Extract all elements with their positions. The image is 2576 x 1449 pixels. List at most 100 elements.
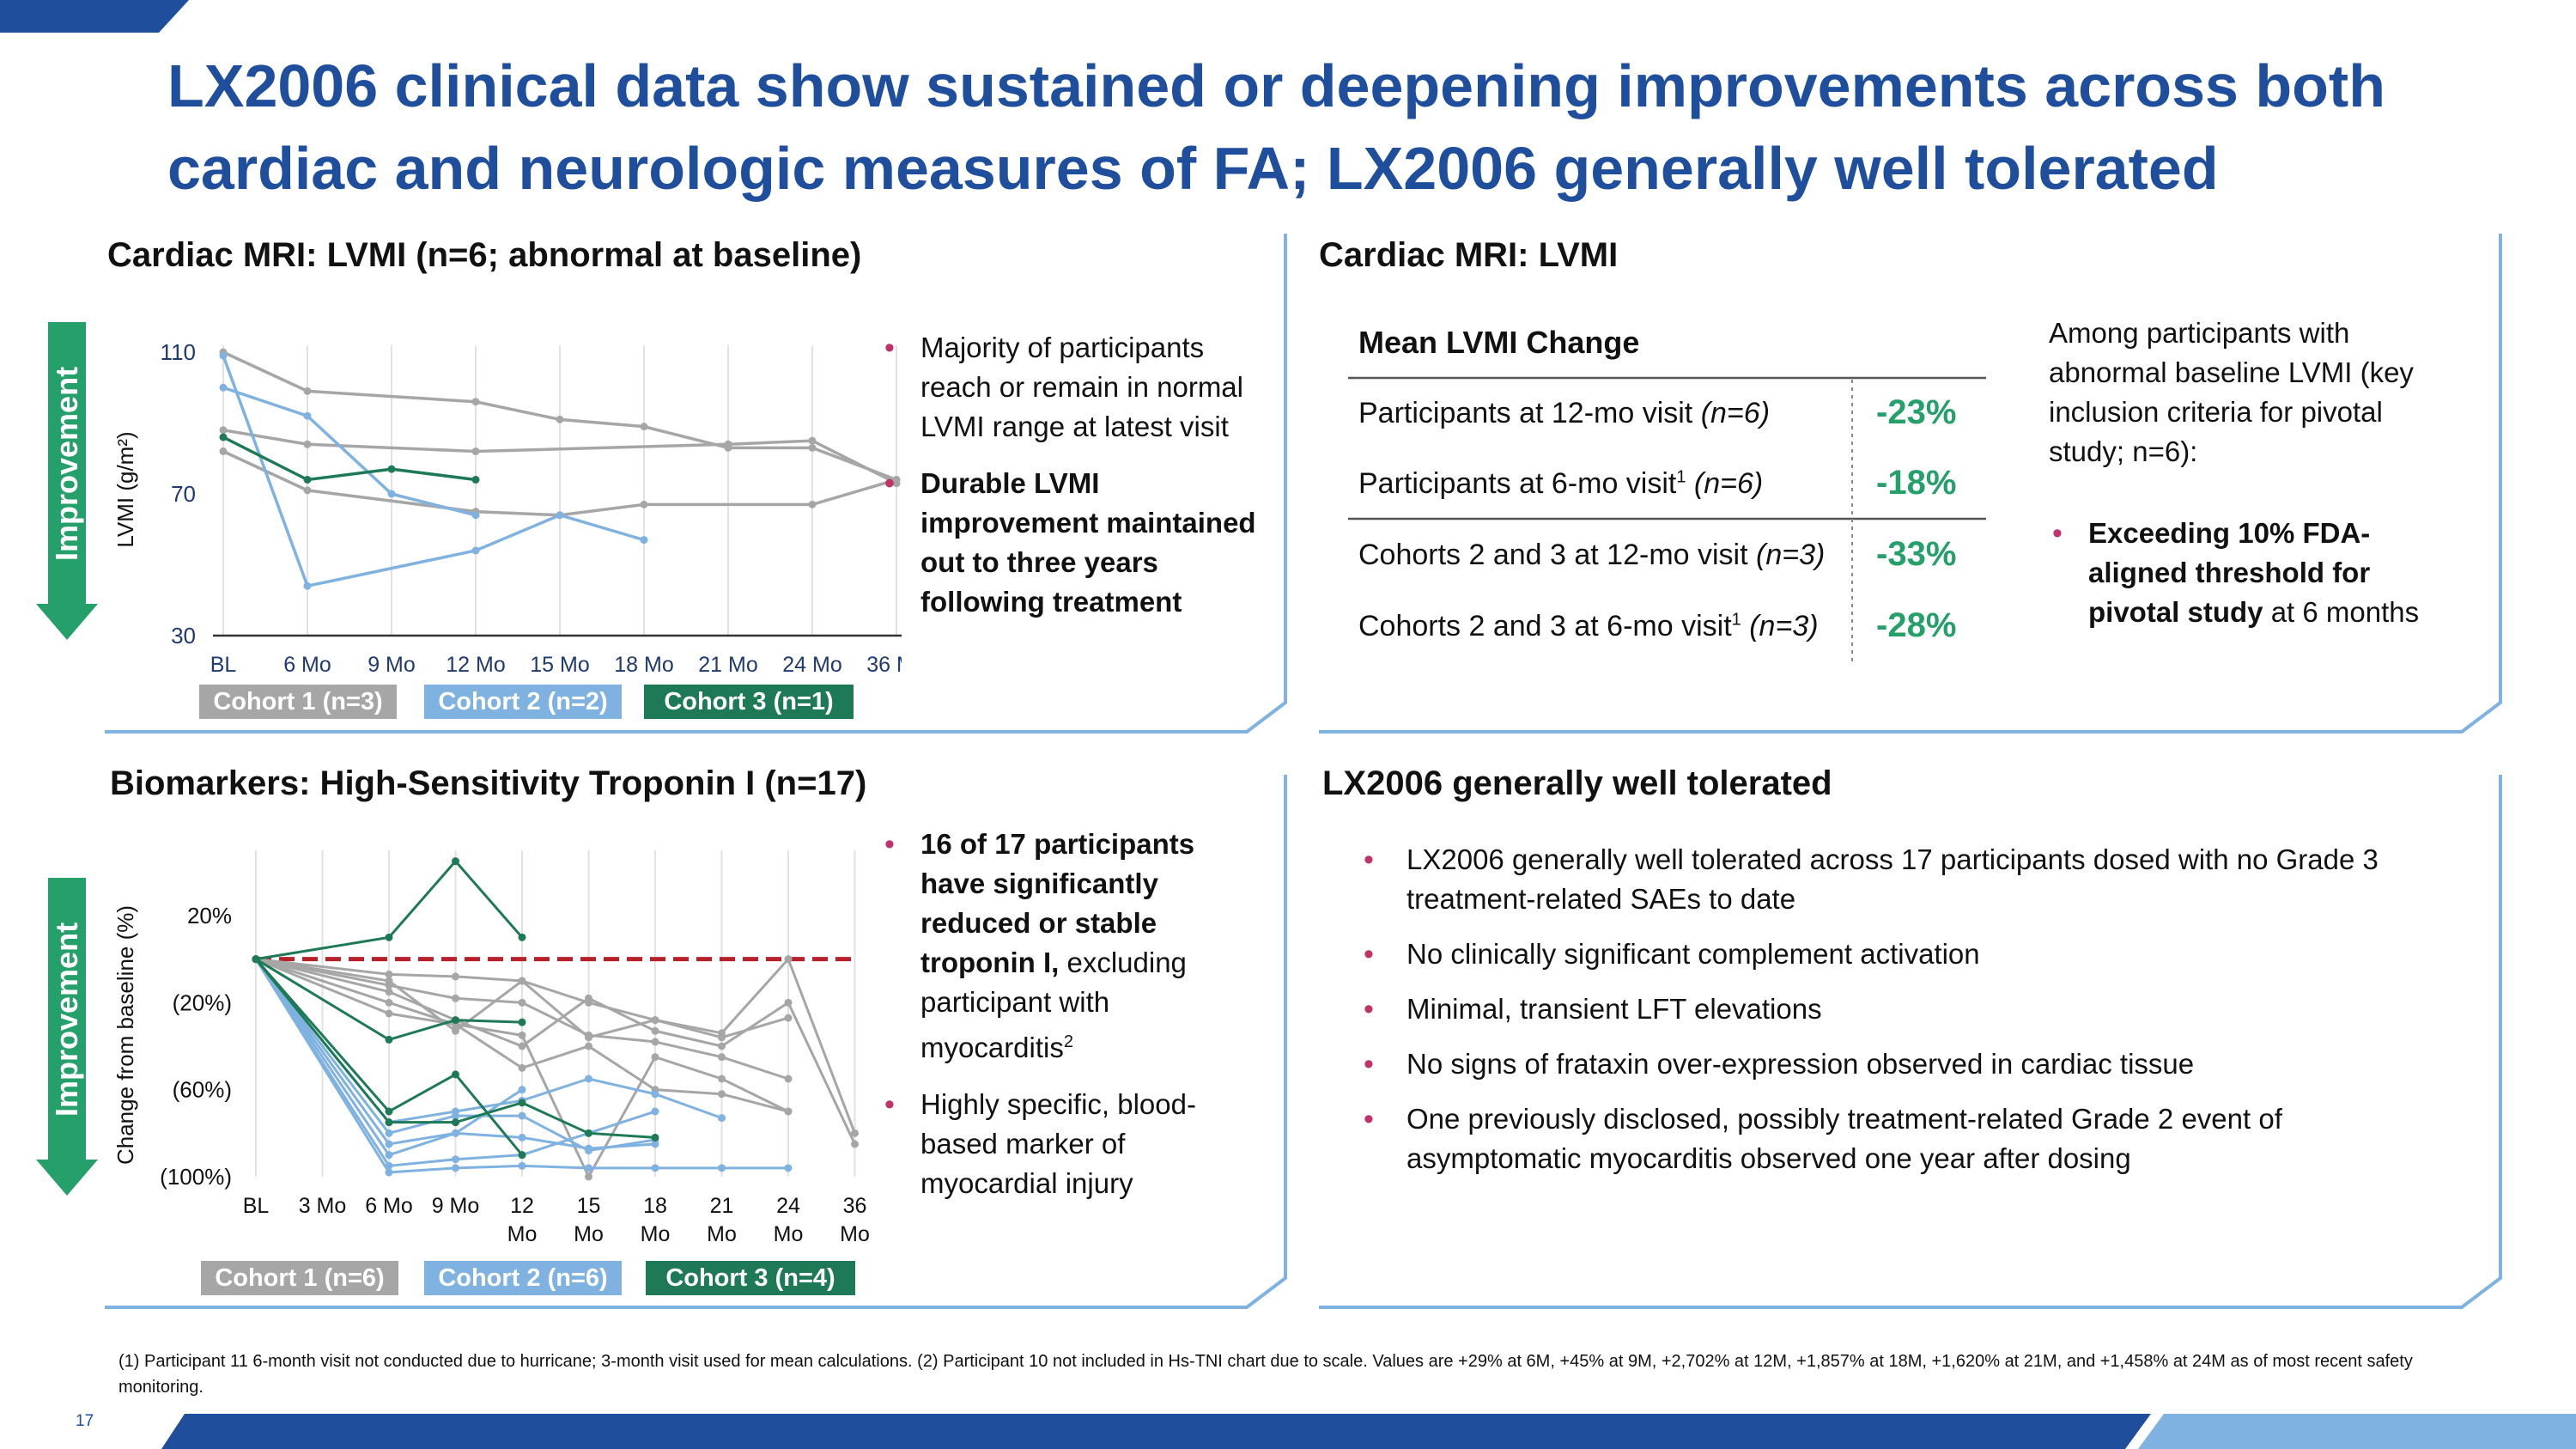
troponin-data-point	[452, 972, 459, 981]
troponin-data-point	[651, 1133, 659, 1142]
troponin-data-point	[385, 1129, 393, 1137]
troponin-data-point	[651, 1038, 659, 1046]
troponin-data-point	[452, 1026, 459, 1035]
troponin-data-point	[651, 1164, 659, 1172]
troponin-data-point	[718, 1053, 726, 1062]
lvmi-series-line	[222, 350, 897, 482]
troponin-x-tick: 18 Mo	[641, 1194, 671, 1246]
lvmi-data-point	[556, 511, 564, 520]
troponin-bullets: 16 of 17 participants have significantly…	[881, 825, 1259, 1221]
mean-lvmi-row-2: Participants at 6-mo visit1 (n=6) -18%	[1358, 464, 1957, 502]
page-number: 17	[76, 1412, 94, 1430]
top-left-accent	[0, 0, 189, 33]
lvmi-bullet-2: Durable LVMI improvement maintained out …	[881, 464, 1259, 622]
safety-bullet: No signs of frataxin over-expression obs…	[1346, 1044, 2463, 1084]
troponin-series-line	[255, 958, 789, 1081]
lvmi-x-tick: 12 Mo	[446, 653, 505, 677]
legend-cohort2-troponin: Cohort 2 (n=6)	[424, 1261, 622, 1295]
troponin-bullet-2: Highly specific, blood-based marker of m…	[881, 1085, 1259, 1203]
troponin-data-point	[784, 1014, 793, 1022]
troponin-x-tick: 12 Mo	[507, 1194, 538, 1246]
safety-bullet: No clinically significant complement act…	[1346, 935, 2463, 974]
lvmi-data-point	[471, 447, 480, 455]
troponin-data-point	[851, 1140, 859, 1148]
lvmi-bullet-1: Majority of participants reach or remain…	[881, 328, 1259, 447]
lvmi-data-point	[219, 447, 228, 455]
troponin-data-point	[518, 1099, 526, 1107]
troponin-data-point	[784, 1107, 793, 1116]
lvmi-data-point	[387, 490, 396, 498]
troponin-data-point	[518, 977, 526, 985]
troponin-series-line	[255, 958, 789, 1039]
troponin-data-point	[784, 955, 793, 964]
mean-lvmi-row-3: Cohorts 2 and 3 at 12-mo visit (n=3) -33…	[1358, 535, 1957, 573]
safety-bullets: LX2006 generally well tolerated across 1…	[1346, 840, 2463, 1194]
lvmi-series-line	[222, 429, 897, 485]
lvmi-data-point	[471, 398, 480, 406]
lvmi-y-tick: 110	[161, 339, 196, 365]
lvmi-data-point	[724, 440, 732, 448]
lvmi-x-tick: BL	[210, 653, 237, 677]
troponin-data-point	[518, 1042, 526, 1050]
lvmi-data-point	[303, 387, 312, 395]
troponin-data-point	[452, 1155, 459, 1164]
troponin-data-point	[651, 1090, 659, 1099]
troponin-series-line	[254, 958, 524, 1156]
troponin-data-point	[585, 1147, 592, 1155]
troponin-data-point	[784, 998, 793, 1007]
troponin-data-point	[851, 1129, 859, 1137]
troponin-data-point	[252, 955, 260, 964]
troponin-x-tick: 24 Mo	[774, 1194, 804, 1246]
mean-lvmi-table-header: Mean LVMI Change	[1358, 325, 1640, 360]
troponin-data-point	[385, 1035, 393, 1044]
page-title: LX2006 clinical data show sustained or d…	[167, 52, 2385, 202]
mean-lvmi-value: -33%	[1876, 535, 1957, 573]
troponin-data-point	[452, 857, 459, 866]
legend-cohort1-troponin: Cohort 1 (n=6)	[201, 1261, 398, 1295]
mean-lvmi-value: -28%	[1876, 606, 1957, 644]
troponin-series-line	[254, 958, 656, 1167]
troponin-data-point	[385, 933, 393, 941]
safety-bullet: Minimal, transient LFT elevations	[1346, 989, 2463, 1029]
lvmi-data-point	[219, 433, 228, 441]
mean-lvmi-value: -18%	[1876, 464, 1957, 502]
troponin-data-point	[585, 1164, 592, 1172]
lvmi-x-tick: 24 Mo	[782, 653, 841, 677]
troponin-x-tick: 15 Mo	[574, 1194, 604, 1246]
troponin-data-point	[585, 1031, 592, 1039]
troponin-data-point	[518, 1086, 526, 1094]
lvmi-chart: 30 70 110 BL 6 Mo 9 Mo 12 Mo 15 Mo 18 Mo 21 Mo 24…	[112, 339, 902, 677]
lvmi-data-point	[808, 500, 817, 508]
lvmi-x-tick: 9 Mo	[368, 653, 416, 677]
lvmi-x-tick: 21 Mo	[698, 653, 757, 677]
lvmi-data-point	[387, 465, 396, 473]
troponin-data-point	[385, 970, 393, 978]
safety-heading: LX2006 generally well tolerated	[1322, 764, 1832, 802]
troponin-y-tick: (20%)	[173, 989, 232, 1015]
troponin-data-point	[518, 998, 526, 1007]
troponin-x-tick: BL	[243, 1194, 270, 1218]
troponin-y-tick: (60%)	[173, 1077, 232, 1103]
lvmi-x-tick: 36 Mo	[866, 653, 902, 677]
lvmi-data-point	[219, 351, 228, 360]
troponin-data-point	[385, 1151, 393, 1160]
troponin-data-point	[718, 1042, 726, 1050]
troponin-data-point	[518, 1018, 526, 1026]
lvmi-data-point	[471, 511, 480, 520]
lvmi-data-point	[471, 476, 480, 484]
lvmi-data-point	[219, 383, 228, 392]
troponin-data-point	[452, 1016, 459, 1025]
lvmi-series-line	[222, 435, 477, 482]
troponin-series-line	[255, 958, 789, 1113]
lvmi-data-point	[303, 476, 312, 484]
lvmi-data-point	[303, 581, 312, 590]
troponin-x-tick: 21 Mo	[707, 1194, 737, 1246]
troponin-data-point	[518, 1161, 526, 1170]
troponin-data-point	[585, 1172, 592, 1181]
troponin-x-tick: 6 Mo	[365, 1194, 413, 1218]
troponin-data-point	[452, 1070, 459, 1079]
troponin-data-point	[452, 994, 459, 1002]
troponin-data-point	[518, 1063, 526, 1072]
troponin-data-point	[385, 998, 393, 1007]
